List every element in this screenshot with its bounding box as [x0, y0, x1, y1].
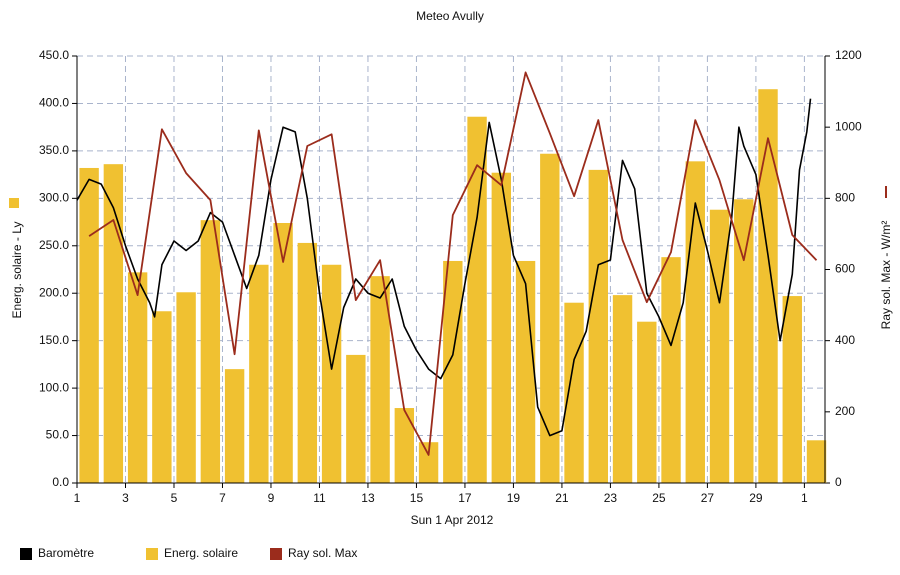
x-tick-label: 25 — [652, 491, 666, 505]
bar — [540, 153, 560, 484]
bar — [127, 272, 148, 483]
bar — [152, 311, 172, 483]
chart-title: Meteo Avully — [416, 9, 484, 23]
y-tick-label: 0.0 — [52, 475, 69, 489]
x-tick-label: 17 — [458, 491, 472, 505]
legend-label: Ray sol. Max — [288, 546, 357, 560]
bar — [370, 276, 390, 483]
bar — [249, 264, 269, 483]
y-tick-label: 350.0 — [39, 143, 69, 157]
y-tick-label: 200.0 — [39, 285, 69, 299]
x-tick-label: 27 — [701, 491, 715, 505]
legend-swatch — [270, 548, 282, 560]
y2-tick-label: 200 — [835, 404, 855, 418]
y-axis-swatch — [9, 198, 19, 208]
y-axis-label: Energ. solaire - Ly — [10, 222, 24, 319]
bar — [612, 295, 633, 483]
x-tick-label: 13 — [361, 491, 375, 505]
x-tick-label: 29 — [749, 491, 763, 505]
bar — [637, 321, 657, 483]
y-tick-label: 450.0 — [39, 48, 69, 62]
y2-tick-label: 400 — [835, 333, 855, 347]
bar — [321, 264, 342, 483]
bar — [394, 408, 415, 483]
bar — [515, 260, 536, 483]
x-tick-label: 19 — [507, 491, 521, 505]
bar — [782, 296, 802, 483]
bar — [297, 242, 318, 483]
legend-swatch — [20, 548, 32, 560]
x-tick-label: 7 — [219, 491, 226, 505]
bar — [467, 116, 487, 484]
bar — [758, 89, 778, 483]
legend-label: Baromètre — [38, 546, 94, 560]
y-tick-label: 400.0 — [39, 96, 69, 110]
legend-swatch — [146, 548, 158, 560]
y2-axis-label: Ray sol. Max - W/m² — [879, 221, 893, 330]
x-tick-label: 11 — [313, 491, 326, 505]
line — [88, 71, 818, 456]
bar — [200, 220, 221, 483]
y2-tick-label: 1200 — [835, 48, 862, 62]
bar — [564, 302, 584, 483]
x-tick-label: 1 — [74, 491, 81, 505]
x-tick-label: 1 — [801, 491, 808, 505]
bar — [734, 199, 754, 483]
y-tick-label: 50.0 — [46, 428, 70, 442]
y2-tick-label: 800 — [835, 191, 855, 205]
x-tick-label: 15 — [410, 491, 424, 505]
bar — [346, 354, 366, 483]
bar — [79, 167, 99, 484]
bar — [176, 292, 196, 483]
bar — [806, 440, 827, 483]
y-tick-label: 250.0 — [39, 238, 69, 252]
bar — [588, 169, 608, 483]
y-tick-label: 150.0 — [39, 333, 69, 347]
x-tick-label: 9 — [268, 491, 275, 505]
x-tick-label: 23 — [604, 491, 618, 505]
y-tick-label: 100.0 — [39, 380, 69, 394]
y2-tick-label: 600 — [835, 262, 855, 276]
y2-tick-label: 1000 — [835, 119, 862, 133]
x-axis-label: Sun 1 Apr 2012 — [411, 513, 494, 527]
bar — [443, 260, 463, 483]
bar — [224, 369, 245, 483]
bar — [273, 223, 293, 483]
y2-tick-label: 0 — [835, 475, 842, 489]
bar — [661, 257, 681, 483]
bar — [418, 442, 439, 483]
bar — [491, 172, 512, 484]
bar — [709, 209, 730, 483]
line — [76, 98, 812, 437]
bar — [103, 164, 124, 483]
legend-label: Energ. solaire — [164, 546, 238, 560]
x-tick-label: 5 — [171, 491, 178, 505]
x-tick-label: 3 — [122, 491, 129, 505]
x-tick-label: 21 — [555, 491, 569, 505]
y-tick-label: 300.0 — [39, 191, 69, 205]
